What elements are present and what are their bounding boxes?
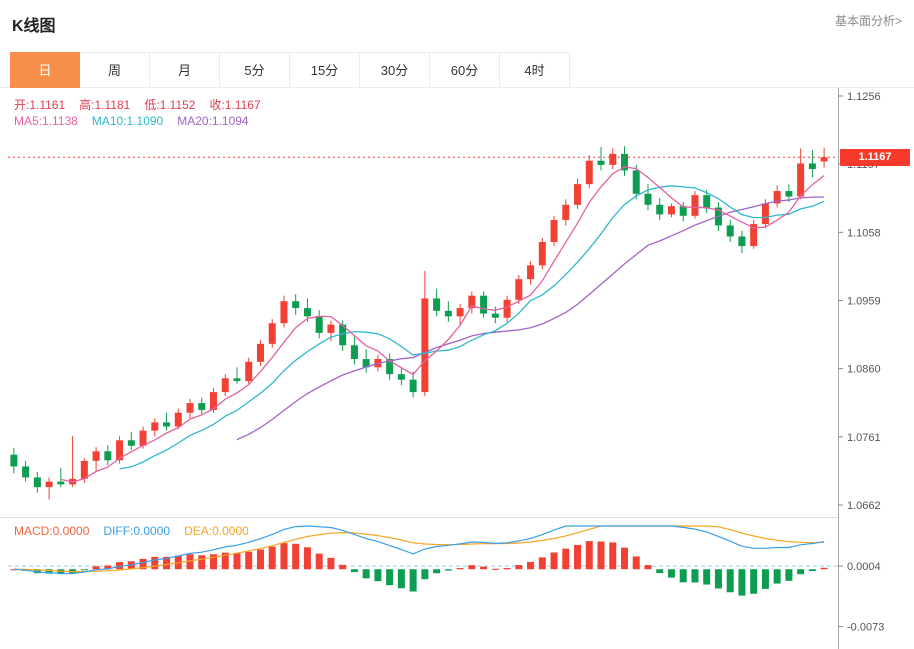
- macd-item-1: DIFF:0.0000: [103, 524, 171, 538]
- tab-60分[interactable]: 60分: [430, 52, 500, 88]
- timeframe-tabs: 日周月 5分 15分 30分 60分 4时: [0, 52, 914, 88]
- svg-text:0.0004: 0.0004: [847, 561, 881, 573]
- svg-text:1.0959: 1.0959: [847, 296, 881, 308]
- ma-item-2: MA20:1.1094: [177, 114, 249, 128]
- current-price-tag: 1.1167: [840, 148, 910, 166]
- svg-text:1.1256: 1.1256: [847, 91, 881, 103]
- tab-15分[interactable]: 15分: [290, 52, 360, 88]
- header: K线图 基本面分析>: [0, 0, 914, 52]
- svg-text:1.0662: 1.0662: [847, 500, 881, 512]
- tab-月[interactable]: 月: [150, 52, 220, 88]
- ohlc-legend: 开:1.1161 高:1.1181 低:1.1152 收:1.1167: [14, 96, 275, 113]
- page-title: K线图: [12, 18, 56, 35]
- svg-text:1.1058: 1.1058: [847, 227, 881, 239]
- tab-日[interactable]: 日: [10, 52, 80, 88]
- ma-item-0: MA5:1.1138: [14, 114, 78, 128]
- macd-item-0: MACD:0.0000: [14, 524, 90, 538]
- svg-text:1.0860: 1.0860: [847, 364, 881, 376]
- macd-legend: MACD:0.0000 DIFF:0.0000 DEA:0.0000: [14, 524, 263, 538]
- tab-4时[interactable]: 4时: [500, 52, 570, 88]
- tab-周[interactable]: 周: [80, 52, 150, 88]
- ohlc-item-1: 高:1.1181: [79, 98, 131, 112]
- ohlc-item-0: 开:1.1161: [14, 98, 66, 112]
- svg-text:-0.0073: -0.0073: [847, 622, 884, 634]
- chart-area: 1.12561.11571.10581.09591.08601.07611.06…: [0, 88, 914, 649]
- ma-legend: MA5:1.1138 MA10:1.1090 MA20:1.1094: [14, 114, 263, 128]
- ohlc-item-3: 收:1.1167: [209, 98, 261, 112]
- macd-item-2: DEA:0.0000: [184, 524, 249, 538]
- ma-item-1: MA10:1.1090: [91, 114, 164, 128]
- macd-chart[interactable]: 0.0004 -0.0073: [0, 518, 914, 649]
- tab-5分[interactable]: 5分: [220, 52, 290, 88]
- tab-30分[interactable]: 30分: [360, 52, 430, 88]
- ohlc-item-2: 低:1.1152: [144, 98, 196, 112]
- fundamental-analysis-link[interactable]: 基本面分析>: [834, 14, 902, 28]
- svg-text:1.0761: 1.0761: [847, 432, 881, 444]
- candlestick-chart[interactable]: 1.12561.11571.10581.09591.08601.07611.06…: [0, 88, 914, 518]
